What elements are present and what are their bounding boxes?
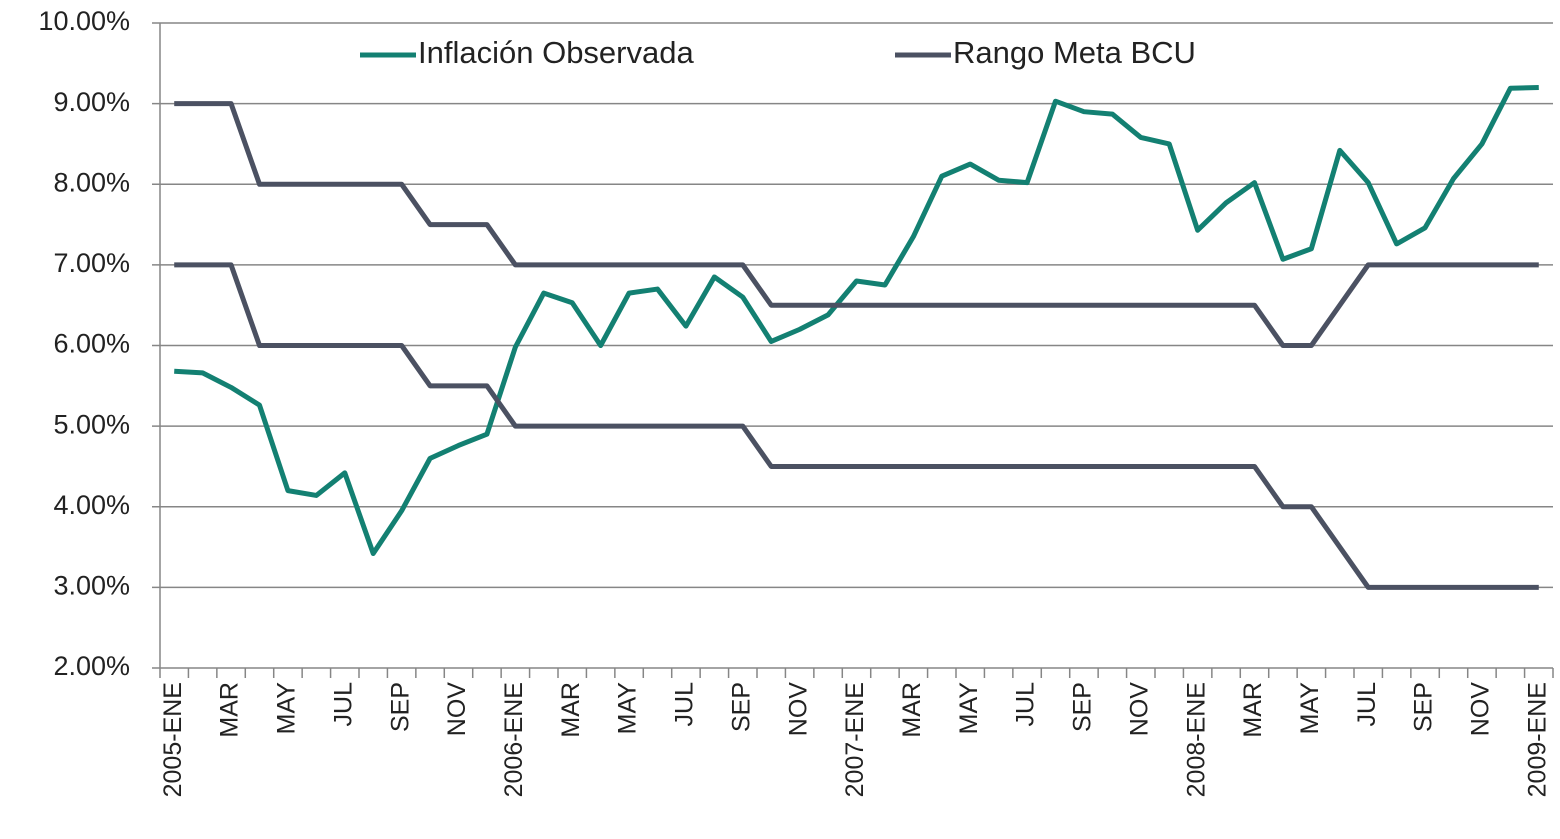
x-tick-label: MAY [273,682,301,735]
x-tick-label: SEP [727,682,755,732]
y-tick-label: 7.00% [53,248,130,278]
y-tick-label: 9.00% [53,87,130,117]
x-tick-label: 2007-ENE [841,682,869,797]
x-tick-label: NOV [1467,682,1495,737]
x-tick-label: MAR [898,682,926,738]
x-tick-label: MAR [216,682,244,738]
x-tick-label: MAR [557,682,585,738]
x-tick-label: MAR [1239,682,1267,738]
x-tick-label: NOV [1125,682,1153,737]
x-tick-label: 2005-ENE [159,682,187,797]
y-tick-label: 10.00% [38,6,130,36]
x-tick-label: JUL [1012,682,1040,727]
x-tick-label: NOV [784,682,812,737]
x-tick-label: JUL [329,682,357,727]
y-tick-label: 2.00% [53,651,130,681]
legend-label: Inflación Observada [418,35,694,70]
x-tick-label: SEP [386,682,414,732]
x-tick-label: 2009-ENE [1523,682,1551,797]
x-tick-label: MAY [1296,682,1324,735]
y-tick-label: 3.00% [53,571,130,601]
x-tick-label: MAY [614,682,642,735]
y-tick-label: 8.00% [53,167,130,197]
x-tick-label: MAY [955,682,983,735]
x-tick-label: NOV [443,682,471,737]
y-tick-label: 6.00% [53,329,130,359]
x-tick-label: 2006-ENE [500,682,528,797]
x-tick-label: SEP [1069,682,1097,732]
x-tick-label: JUL [671,682,699,727]
legend-label: Rango Meta BCU [953,35,1196,70]
y-tick-label: 4.00% [53,490,130,520]
y-tick-label: 5.00% [53,409,130,439]
series-line [174,262,1539,590]
x-tick-label: 2008-ENE [1182,682,1210,797]
x-tick-label: SEP [1410,682,1438,732]
x-tick-label: JUL [1353,682,1381,727]
series-line [174,101,1539,348]
series-line [174,85,1539,557]
